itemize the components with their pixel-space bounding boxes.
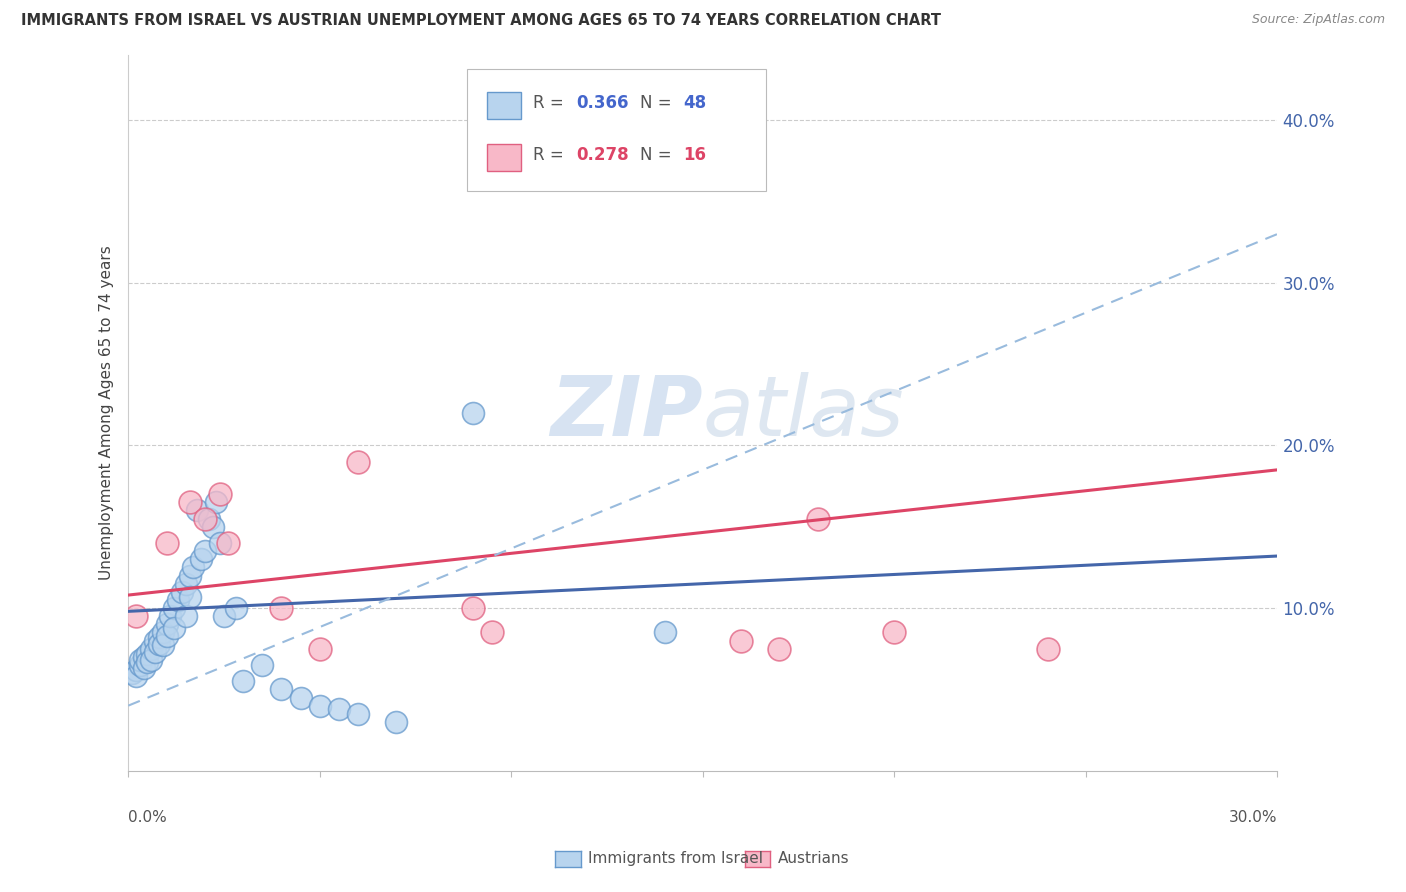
Point (136, 647, 159, 661)
Point (174, 609, 197, 624)
Point (768, 641, 790, 656)
Point (212, 609, 235, 624)
Text: 30.0%: 30.0% (1229, 810, 1278, 825)
Point (163, 601, 186, 615)
Point (125, 669, 148, 683)
Point (205, 495, 228, 509)
Text: N =: N = (640, 146, 676, 164)
Point (290, 690, 312, 705)
Text: IMMIGRANTS FROM ISRAEL VS AUSTRIAN UNEMPLOYMENT AMONG AGES 65 TO 74 YEARS CORREL: IMMIGRANTS FROM ISRAEL VS AUSTRIAN UNEMP… (21, 13, 941, 29)
Point (197, 511, 219, 525)
Point (179, 568, 201, 582)
Text: 16: 16 (683, 146, 706, 164)
Point (155, 536, 177, 550)
Point (190, 552, 212, 566)
Point (730, 633, 752, 648)
Text: Austrians: Austrians (778, 852, 849, 866)
Point (183, 560, 205, 574)
Point (209, 536, 232, 550)
Point (232, 674, 254, 689)
Point (186, 503, 208, 517)
Text: 48: 48 (683, 94, 706, 112)
Point (1036, 641, 1059, 656)
Text: N =: N = (640, 94, 676, 112)
Text: R =: R = (533, 94, 569, 112)
Point (143, 633, 166, 648)
Point (461, 601, 484, 615)
FancyBboxPatch shape (467, 70, 766, 191)
Point (481, 625, 503, 640)
Point (143, 645, 166, 659)
Point (141, 653, 163, 667)
Point (167, 593, 190, 607)
Text: ZIP: ZIP (550, 373, 703, 453)
Point (148, 631, 170, 645)
Point (136, 655, 159, 669)
Point (141, 641, 163, 656)
Point (385, 714, 408, 729)
Point (128, 653, 150, 667)
Point (125, 609, 148, 624)
Point (883, 625, 905, 640)
Text: 0.366: 0.366 (576, 94, 628, 112)
Text: Source: ZipAtlas.com: Source: ZipAtlas.com (1251, 13, 1385, 27)
Point (152, 625, 174, 640)
Point (347, 706, 370, 721)
Bar (486, 144, 522, 171)
Point (128, 658, 150, 673)
Point (174, 576, 197, 591)
Point (308, 698, 330, 713)
Point (807, 511, 830, 525)
Point (179, 590, 201, 604)
Text: 0.278: 0.278 (576, 146, 628, 164)
Point (159, 609, 181, 624)
Point (194, 544, 217, 558)
Text: Immigrants from Israel: Immigrants from Israel (588, 852, 762, 866)
Point (308, 641, 330, 656)
Y-axis label: Unemployment Among Ages 65 to 74 years: Unemployment Among Ages 65 to 74 years (100, 245, 114, 581)
Point (270, 601, 292, 615)
Point (224, 601, 246, 615)
Point (252, 658, 274, 673)
Bar (486, 92, 522, 119)
Text: R =: R = (533, 146, 569, 164)
Point (163, 621, 186, 635)
Point (201, 520, 224, 534)
Text: atlas: atlas (703, 373, 904, 453)
Point (347, 455, 370, 469)
Point (328, 702, 350, 716)
Point (654, 625, 676, 640)
Point (152, 639, 174, 653)
Text: 0.0%: 0.0% (128, 810, 167, 825)
Point (121, 666, 143, 681)
Point (179, 495, 201, 509)
Point (155, 629, 177, 643)
Point (170, 584, 193, 599)
Point (209, 487, 232, 501)
Point (148, 637, 170, 651)
Point (270, 682, 292, 697)
Point (194, 511, 217, 525)
Point (155, 617, 177, 632)
Point (461, 406, 484, 420)
Point (132, 661, 155, 675)
Point (132, 649, 155, 664)
Point (125, 663, 148, 677)
Point (217, 536, 239, 550)
